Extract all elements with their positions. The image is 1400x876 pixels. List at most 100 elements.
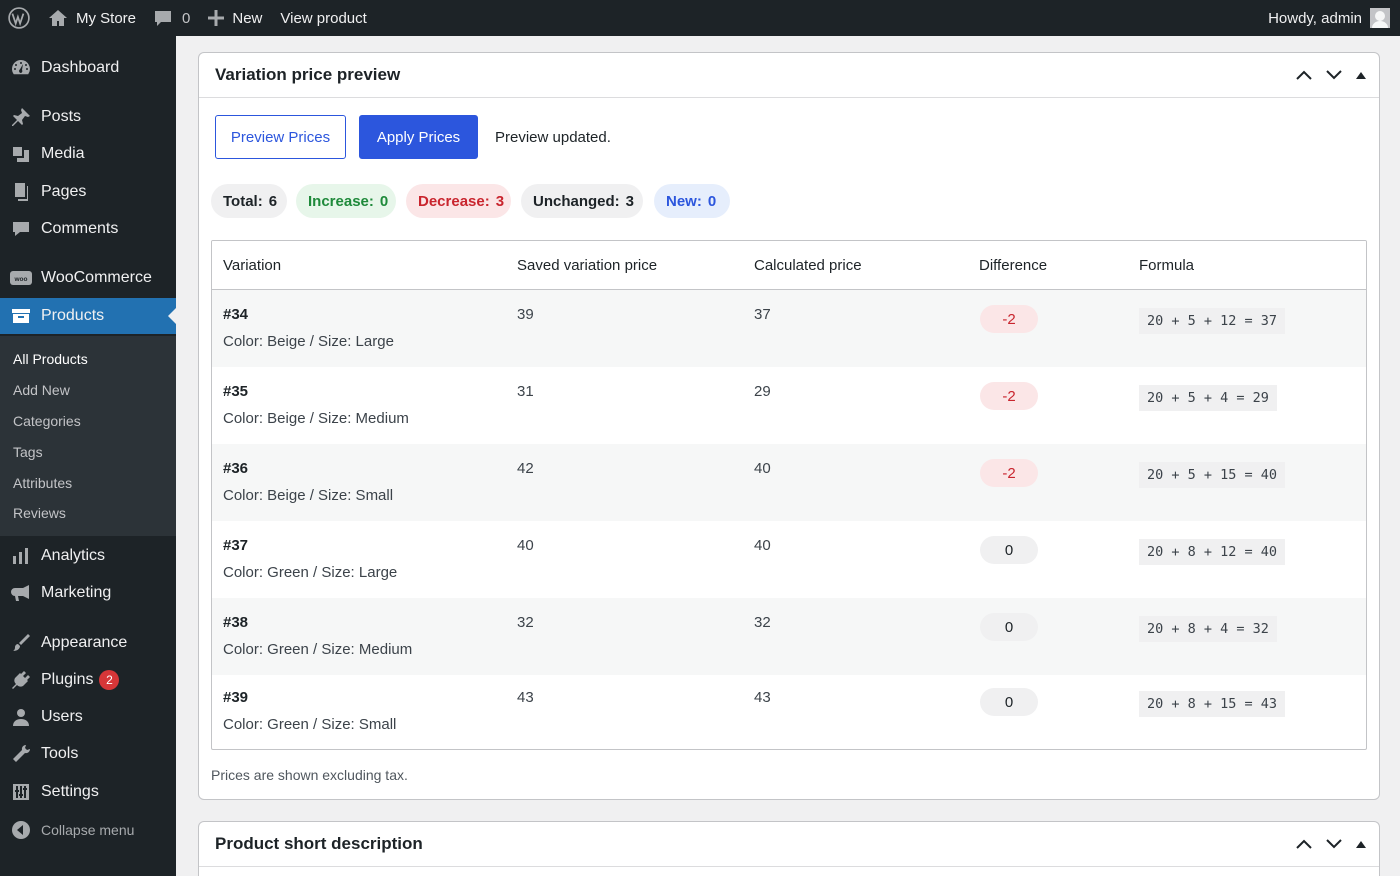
sidebar-item-media[interactable]: Media: [0, 136, 176, 172]
toggle-panel-icon[interactable]: [1355, 70, 1367, 80]
variation-table: Variation Saved variation price Calculat…: [211, 240, 1367, 750]
move-up-icon[interactable]: [1295, 838, 1313, 850]
admin-sidebar: Dashboard Posts Media Pages Comments woo…: [0, 36, 176, 876]
sidebar-item-comments[interactable]: Comments: [0, 211, 176, 247]
summary-new-value: 0: [707, 192, 717, 210]
collapse-icon: [10, 819, 32, 841]
summary-total-label: Total:: [223, 192, 263, 210]
saved-price: 39: [517, 306, 534, 323]
sidebar-item-woocommerce[interactable]: woo WooCommerce: [0, 260, 176, 296]
avatar: [1370, 8, 1390, 28]
comments-link[interactable]: 0: [145, 0, 199, 36]
summary-unchanged-label: Unchanged:: [533, 192, 620, 210]
panel-header: Variation price preview: [199, 53, 1379, 98]
user-icon: [10, 706, 32, 728]
saved-price: 42: [517, 460, 534, 477]
panel-handle-actions: [1295, 838, 1379, 850]
sidebar-item-label: Products: [41, 307, 105, 324]
summary-decrease-badge: Decrease: 3: [406, 184, 511, 218]
sidebar-item-analytics[interactable]: Analytics: [0, 538, 176, 574]
apply-prices-button[interactable]: Apply Prices: [359, 115, 478, 159]
summary-unchanged-badge: Unchanged: 3: [521, 184, 643, 218]
variation-attributes: Color: Green / Size: Large: [223, 564, 398, 581]
sidebar-item-label: Marketing: [41, 584, 112, 601]
calculated-price: 29: [754, 383, 771, 400]
submenu-tags[interactable]: Tags: [13, 444, 43, 460]
submenu-reviews[interactable]: Reviews: [13, 505, 66, 521]
megaphone-icon: [10, 582, 32, 604]
summary-decrease-value: 3: [495, 192, 505, 210]
variation-attributes: Color: Beige / Size: Large: [223, 333, 394, 350]
comments-count: 0: [182, 9, 191, 27]
toggle-panel-icon[interactable]: [1355, 839, 1367, 849]
variation-attributes: Color: Green / Size: Medium: [223, 641, 413, 658]
sidebar-item-users[interactable]: Users: [0, 699, 176, 735]
move-down-icon[interactable]: [1325, 69, 1343, 81]
submenu-attributes[interactable]: Attributes: [13, 475, 73, 491]
calculated-price: 32: [754, 614, 771, 631]
site-name-link[interactable]: My Store: [39, 0, 145, 36]
table-row: #34 Color: Beige / Size: Large 39 37 -2 …: [212, 290, 1366, 367]
submenu-add-new[interactable]: Add New: [13, 382, 70, 398]
difference-badge: 0: [980, 613, 1038, 641]
sidebar-item-settings[interactable]: Settings: [0, 774, 176, 810]
panel-header: Product short description: [199, 822, 1379, 867]
media-icon: [10, 143, 32, 165]
summary-unchanged-value: 3: [625, 192, 635, 210]
sidebar-item-label: Settings: [41, 783, 99, 800]
preview-prices-button[interactable]: Preview Prices: [215, 115, 346, 159]
summary-total-badge: Total: 6: [211, 184, 287, 218]
variation-id: #39: [223, 689, 249, 706]
table-row: #36 Color: Beige / Size: Small 42 40 -2 …: [212, 444, 1366, 521]
sidebar-item-marketing[interactable]: Marketing: [0, 575, 176, 611]
collapse-menu-button[interactable]: Collapse menu: [0, 812, 176, 848]
status-message: Preview updated.: [495, 129, 611, 146]
plug-icon: [10, 669, 32, 691]
column-header-difference: Difference: [979, 257, 1048, 274]
saved-price: 32: [517, 614, 534, 631]
formula-code: 20 + 8 + 12 = 40: [1139, 539, 1286, 565]
sidebar-item-products[interactable]: Products: [0, 298, 176, 334]
submenu-categories[interactable]: Categories: [13, 413, 81, 429]
sidebar-item-label: Plugins: [41, 671, 94, 688]
difference-badge: 0: [980, 536, 1038, 564]
summary-increase-value: 0: [379, 192, 389, 210]
sidebar-item-plugins[interactable]: Plugins 2: [0, 662, 176, 698]
table-row: #35 Color: Beige / Size: Medium 31 29 -2…: [212, 367, 1366, 444]
dashboard-icon: [10, 57, 32, 79]
move-up-icon[interactable]: [1295, 69, 1313, 81]
column-header-calculated-price: Calculated price: [754, 257, 862, 274]
summary-decrease-label: Decrease:: [418, 192, 490, 210]
sidebar-item-label: Tools: [41, 745, 79, 762]
admin-bar: My Store 0 New View product Howdy, admin: [0, 0, 1400, 36]
collapse-label: Collapse menu: [41, 822, 135, 838]
calculated-price: 43: [754, 689, 771, 706]
formula-code: 20 + 8 + 15 = 43: [1139, 691, 1286, 717]
bar-chart-icon: [10, 545, 32, 567]
variation-id: #35: [223, 383, 249, 400]
summary-total-value: 6: [268, 192, 278, 210]
difference-badge: -2: [980, 305, 1038, 333]
account-menu[interactable]: Howdy, admin: [1259, 0, 1400, 36]
sidebar-item-dashboard[interactable]: Dashboard: [0, 50, 176, 86]
new-content-link[interactable]: New: [199, 0, 271, 36]
sidebar-item-appearance[interactable]: Appearance: [0, 625, 176, 661]
move-down-icon[interactable]: [1325, 838, 1343, 850]
summary-increase-badge: Increase: 0: [296, 184, 396, 218]
calculated-price: 40: [754, 537, 771, 554]
saved-price: 43: [517, 689, 534, 706]
wrench-icon: [10, 743, 32, 765]
submenu-all-products[interactable]: All Products: [13, 351, 88, 367]
wordpress-logo-icon[interactable]: [0, 0, 39, 36]
panel-title: Product short description: [215, 834, 423, 853]
panel-title: Variation price preview: [215, 65, 401, 84]
difference-badge: 0: [980, 688, 1038, 716]
sidebar-item-posts[interactable]: Posts: [0, 99, 176, 135]
sidebar-item-pages[interactable]: Pages: [0, 174, 176, 210]
variation-id: #38: [223, 614, 249, 631]
sidebar-item-label: Pages: [41, 183, 87, 200]
sidebar-item-label: Appearance: [41, 634, 128, 651]
view-product-link[interactable]: View product: [271, 0, 375, 36]
column-header-saved-price: Saved variation price: [517, 257, 658, 274]
sidebar-item-tools[interactable]: Tools: [0, 736, 176, 772]
